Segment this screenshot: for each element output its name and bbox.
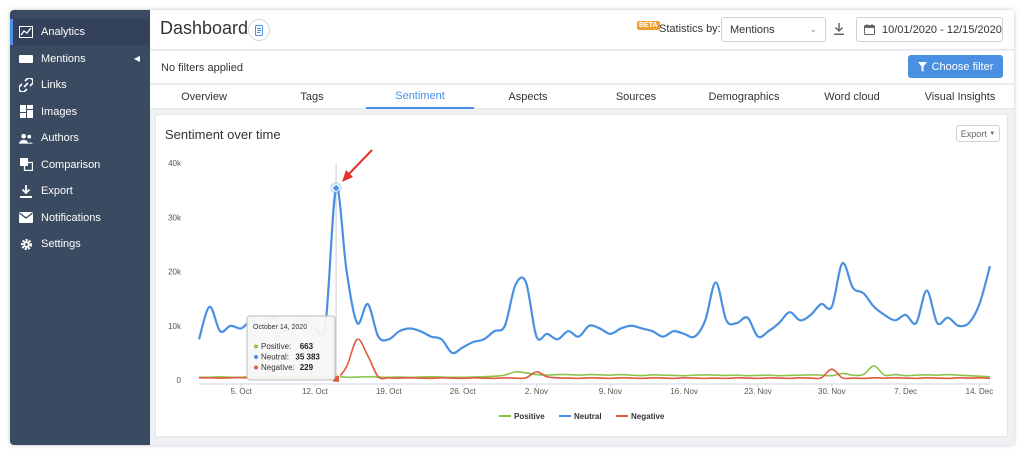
tooltip-value: 663 <box>300 342 314 351</box>
card-title: Sentiment over time <box>165 127 281 142</box>
sidebar-item-label: Images <box>41 105 78 118</box>
x-tick-label: 5. Oct <box>231 387 253 396</box>
tab-word-cloud[interactable]: Word cloud <box>824 91 880 103</box>
tooltip-label: Positive: <box>261 342 291 351</box>
tab-tags[interactable]: Tags <box>300 91 324 103</box>
hover-marker-neutral <box>331 183 341 193</box>
statistics-select-value: Mentions <box>730 24 775 36</box>
y-tick-label: 10k <box>168 322 182 331</box>
statistics-label: Statistics by: <box>659 23 721 35</box>
download-icon[interactable] <box>833 22 845 36</box>
statistics-select[interactable]: Mentions ⌄ <box>721 17 826 42</box>
tab-overview[interactable]: Overview <box>181 91 227 103</box>
x-tick-label: 30. Nov <box>818 387 846 396</box>
date-range-value: 10/01/2020 - 12/15/2020 <box>882 24 1002 36</box>
gear-icon <box>19 237 33 251</box>
mail-icon <box>19 211 33 225</box>
tooltip-label: Negative: <box>261 363 295 372</box>
tooltip-date: October 14, 2020 <box>253 324 307 331</box>
sidebar-item-comparison[interactable]: Comparison <box>10 152 150 178</box>
sidebar-item-label: Links <box>41 79 67 91</box>
tooltip-bullet <box>254 344 258 349</box>
tooltip-value: 35 383 <box>295 353 320 362</box>
x-tick-label: 9. Nov <box>599 387 622 396</box>
images-icon <box>19 105 33 119</box>
caret-down-icon: ▼ <box>989 130 996 137</box>
sidebar-item-images[interactable]: Images <box>10 99 150 125</box>
tab-demographics[interactable]: Demographics <box>708 91 780 103</box>
y-tick-label: 0 <box>177 376 182 385</box>
app-window: Analytics Mentions ◀ Links Images Authors Comp… <box>10 10 1014 445</box>
tab-aspects[interactable]: Aspects <box>508 91 548 103</box>
tab-sentiment[interactable]: Sentiment <box>366 85 474 109</box>
chart-icon <box>19 25 33 39</box>
x-tick-label: 23. Nov <box>744 387 772 396</box>
export-button[interactable]: Export ▼ <box>956 125 1000 142</box>
sidebar-item-label: Authors <box>41 132 79 144</box>
y-tick-label: 30k <box>168 213 182 222</box>
legend-label-positive: Positive <box>514 412 545 421</box>
date-range-picker[interactable]: 10/01/2020 - 12/15/2020 <box>856 17 1003 42</box>
sidebar-item-mentions[interactable]: Mentions ◀ <box>10 46 150 72</box>
x-tick-label: 7. Dec <box>894 387 917 396</box>
x-tick-label: 2. Nov <box>525 387 548 396</box>
choose-filter-button[interactable]: Choose filter <box>908 55 1003 78</box>
series-line-neutral <box>197 186 992 355</box>
choose-filter-label: Choose filter <box>931 60 994 73</box>
sidebar-item-analytics[interactable]: Analytics <box>10 19 150 45</box>
sidebar-item-label: Settings <box>41 238 81 250</box>
x-tick-label: 19. Oct <box>376 387 403 396</box>
calendar-icon <box>864 24 875 35</box>
sidebar-item-notifications[interactable]: Notifications <box>10 205 150 231</box>
link-icon <box>19 78 33 92</box>
legend-label-negative: Negative <box>631 412 665 421</box>
filter-bar: No filters applied Choose filter <box>150 51 1014 84</box>
mentions-icon <box>19 52 33 66</box>
x-tick-label: 26. Oct <box>450 387 477 396</box>
comparison-icon <box>19 158 33 172</box>
x-tick-label: 14. Dec <box>966 387 994 396</box>
chart-tooltip <box>246 315 336 381</box>
sidebar-item-label: Mentions <box>41 52 86 65</box>
annotation-arrowhead-icon <box>342 170 353 182</box>
filter-status: No filters applied <box>161 62 243 74</box>
header: Dashboard BETA Statistics by: Mentions ⌄… <box>150 10 1014 50</box>
sidebar: Analytics Mentions ◀ Links Images Authors Comp… <box>10 10 150 445</box>
authors-icon <box>19 131 33 145</box>
x-tick-label: 16. Nov <box>670 387 698 396</box>
y-tick-label: 20k <box>168 268 182 277</box>
export-icon <box>19 184 33 198</box>
sidebar-item-label: Comparison <box>41 158 101 171</box>
sidebar-item-label: Export <box>41 185 73 197</box>
page-title: Dashboard <box>160 18 249 38</box>
beta-badge: BETA <box>637 21 660 30</box>
sidebar-item-settings[interactable]: Settings <box>10 231 150 257</box>
report-icon[interactable] <box>248 19 270 41</box>
tooltip-value: 229 <box>300 363 314 372</box>
sidebar-item-authors[interactable]: Authors <box>10 125 150 151</box>
tab-sources[interactable]: Sources <box>615 91 657 103</box>
filter-icon <box>917 61 927 72</box>
y-tick-label: 40k <box>168 159 182 168</box>
tooltip-bullet <box>254 365 258 370</box>
tooltip-label: Neutral: <box>261 353 289 362</box>
sidebar-item-export[interactable]: Export <box>10 178 150 204</box>
export-label: Export <box>960 128 987 139</box>
sidebar-item-label: Notifications <box>41 211 101 224</box>
sidebar-item-links[interactable]: Links <box>10 72 150 98</box>
tab-visual-insights[interactable]: Visual Insights <box>924 91 996 103</box>
main-area: Dashboard BETA Statistics by: Mentions ⌄… <box>150 10 1014 445</box>
sentiment-chart[interactable]: 0 10k 20k 30k 40k 5. Oct 12. Oct 19. Oct 26. Oct… <box>156 115 1009 438</box>
chevron-down-icon: ⌄ <box>809 24 817 34</box>
caret-left-icon: ◀ <box>133 54 140 63</box>
sentiment-card: Sentiment over time Export ▼ 0 10k 20k 30k 4… <box>155 114 1008 437</box>
legend-label-neutral: Neutral <box>574 412 602 421</box>
tooltip-bullet <box>254 355 258 359</box>
x-tick-label: 12. Oct <box>302 387 329 396</box>
tab-bar: Overview Tags Sentiment Aspects Sources Demog… <box>150 85 1014 109</box>
sidebar-item-label: Analytics <box>41 26 86 38</box>
annotation-arrow-icon <box>345 149 373 178</box>
